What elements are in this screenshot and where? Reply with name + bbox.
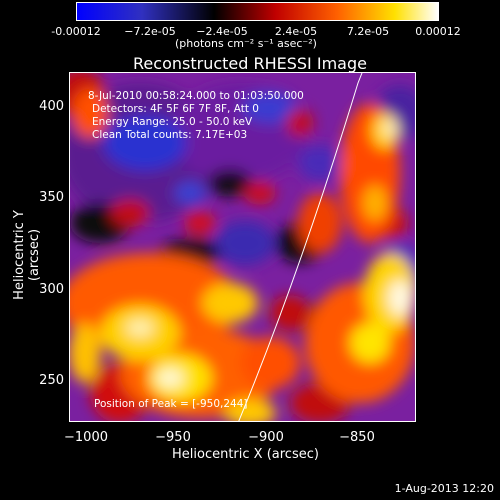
y-tick-label: 250: [39, 373, 64, 388]
colorbar-tick-label: 0.00012: [415, 25, 461, 38]
colorbar-tick-label: 2.4e-05: [274, 25, 318, 38]
colorbar-tick-label: 7.2e-05: [346, 25, 390, 38]
time-range-label: 8-Jul-2010 00:58:24.000 to 01:03:50.000: [88, 90, 304, 102]
rhessi-image-plot: [69, 72, 416, 422]
detectors-label: Detectors: 4F 5F 6F 7F 8F, Att 0: [92, 103, 259, 115]
solar-limb-line: [238, 73, 363, 421]
colorbar-unit-label: (photons cm⁻² s⁻¹ asec⁻²): [175, 37, 317, 50]
colorbar-tick-label: −2.4e-05: [196, 25, 248, 38]
rhessi-image: [70, 73, 415, 421]
x-tick-label: −1000: [64, 430, 108, 445]
x-tick-label: −850: [339, 430, 375, 445]
x-axis-label: Heliocentric X (arcsec): [172, 447, 319, 462]
y-tick-label: 300: [39, 282, 64, 297]
energy-range-label: Energy Range: 25.0 - 50.0 keV: [92, 116, 253, 128]
clean-counts-label: Clean Total counts: 7.17E+03: [92, 129, 248, 141]
y-tick-label: 400: [39, 99, 64, 114]
colorbar-tick-label: -0.00012: [51, 25, 101, 38]
colorbar: [76, 2, 439, 21]
x-tick-label: −950: [155, 430, 191, 445]
colorbar-tick-label: −7.2e-05: [124, 25, 176, 38]
timestamp: 1-Aug-2013 12:20: [394, 482, 494, 495]
plot-title: Reconstructed RHESSI Image: [133, 54, 367, 73]
y-tick-label: 350: [39, 190, 64, 205]
y-axis-label: Heliocentric Y (arcsec): [12, 210, 42, 300]
x-tick-label: −900: [248, 430, 284, 445]
peak-position-label: Position of Peak = [-950,244]: [94, 398, 248, 410]
